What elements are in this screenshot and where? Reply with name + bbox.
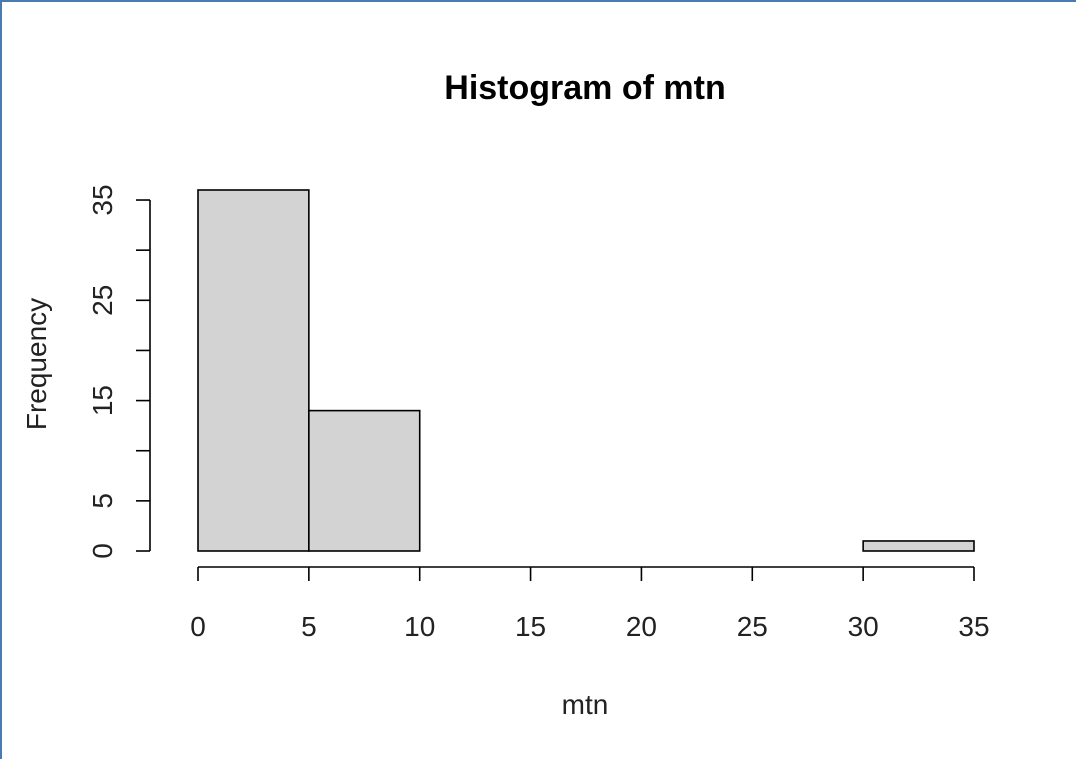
y-tick-label-0: 0 [87, 543, 118, 559]
histogram-bar-6 [862, 540, 975, 552]
chart-title: Histogram of mtn [444, 69, 725, 107]
x-axis-label: mtn [562, 689, 609, 720]
x-tick-label-5: 25 [737, 611, 768, 642]
x-tick-label-2: 10 [404, 611, 435, 642]
histogram-bar-0 [197, 189, 310, 552]
histogram-bar-1 [308, 409, 421, 552]
y-tick-label-2: 15 [87, 385, 118, 416]
x-tick-label-4: 20 [626, 611, 657, 642]
x-axis: 0 5 10 15 20 25 30 35 [190, 566, 990, 642]
x-tick-label-3: 15 [515, 611, 546, 642]
y-tick-label-3: 25 [87, 285, 118, 316]
x-tick-label-6: 30 [848, 611, 879, 642]
x-tick-label-1: 5 [301, 611, 317, 642]
y-axis: 0 5 15 25 35 [87, 184, 151, 559]
x-tick-label-7: 35 [958, 611, 989, 642]
histogram-bars [197, 189, 975, 552]
y-tick-label-1: 5 [87, 493, 118, 509]
x-tick-label-0: 0 [190, 611, 206, 642]
y-tick-label-4: 35 [87, 184, 118, 215]
y-axis-label: Frequency [21, 298, 52, 430]
